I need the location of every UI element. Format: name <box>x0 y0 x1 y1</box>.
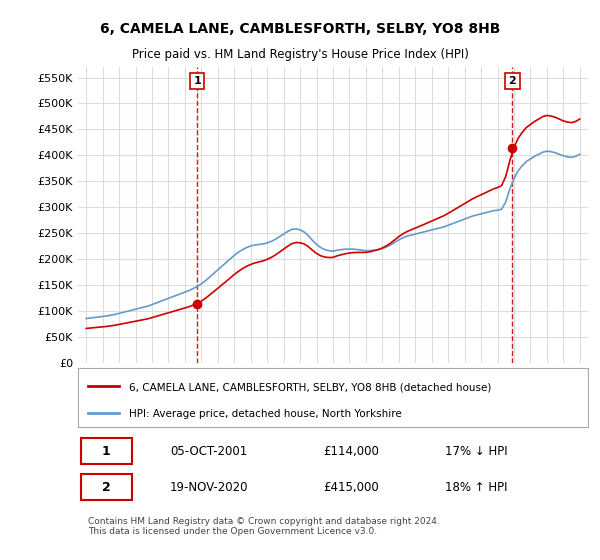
Text: 2: 2 <box>508 76 516 86</box>
Text: 6, CAMELA LANE, CAMBLESFORTH, SELBY, YO8 8HB: 6, CAMELA LANE, CAMBLESFORTH, SELBY, YO8… <box>100 22 500 36</box>
FancyBboxPatch shape <box>80 474 131 500</box>
Text: £114,000: £114,000 <box>323 445 379 458</box>
Text: 17% ↓ HPI: 17% ↓ HPI <box>445 445 508 458</box>
Text: 1: 1 <box>193 76 201 86</box>
Text: HPI: Average price, detached house, North Yorkshire: HPI: Average price, detached house, Nort… <box>129 409 402 419</box>
Text: Price paid vs. HM Land Registry's House Price Index (HPI): Price paid vs. HM Land Registry's House … <box>131 48 469 60</box>
Text: 2: 2 <box>101 480 110 493</box>
Text: 05-OCT-2001: 05-OCT-2001 <box>170 445 247 458</box>
FancyBboxPatch shape <box>80 438 131 464</box>
Text: 1: 1 <box>101 445 110 458</box>
Text: £415,000: £415,000 <box>323 480 379 493</box>
Text: 19-NOV-2020: 19-NOV-2020 <box>170 480 248 493</box>
Text: Contains HM Land Registry data © Crown copyright and database right 2024.
This d: Contains HM Land Registry data © Crown c… <box>88 516 440 536</box>
Text: 6, CAMELA LANE, CAMBLESFORTH, SELBY, YO8 8HB (detached house): 6, CAMELA LANE, CAMBLESFORTH, SELBY, YO8… <box>129 382 491 393</box>
Text: 18% ↑ HPI: 18% ↑ HPI <box>445 480 508 493</box>
